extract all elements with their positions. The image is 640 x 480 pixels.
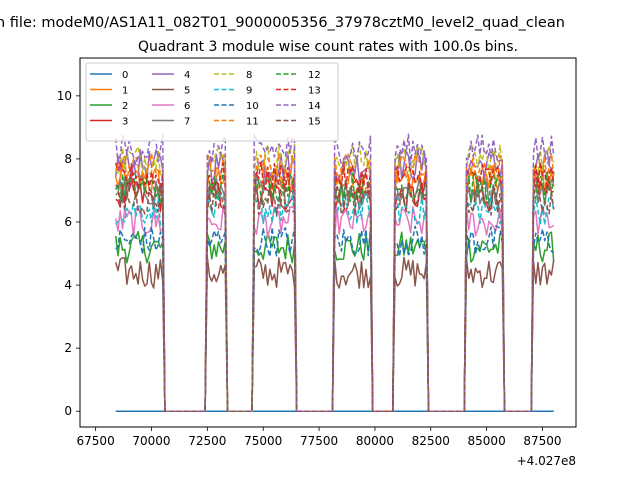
series-line-15 [115, 183, 555, 412]
y-tick-label: 8 [64, 152, 72, 166]
legend-label-8: 8 [246, 70, 252, 81]
x-tick-label: 87500 [523, 434, 561, 448]
legend-label-12: 12 [308, 70, 321, 81]
x-tick-label: 75000 [244, 434, 282, 448]
y-tick-label: 2 [64, 341, 72, 355]
legend-label-0: 0 [122, 70, 128, 81]
legend-label-7: 7 [184, 117, 190, 128]
y-tick-label: 6 [64, 215, 72, 229]
legend-label-3: 3 [122, 117, 128, 128]
legend-label-10: 10 [246, 101, 259, 112]
legend-label-13: 13 [308, 86, 321, 97]
x-axis-offset-text: +4.027e8 [517, 454, 576, 468]
legend-label-14: 14 [308, 101, 321, 112]
legend-label-4: 4 [184, 70, 190, 81]
x-tick-label: 80000 [356, 434, 394, 448]
x-tick-label: 85000 [468, 434, 506, 448]
plot-lines [114, 133, 555, 412]
y-axis: 0 2 4 6 8 10 [57, 89, 80, 418]
legend-label-1: 1 [122, 86, 128, 97]
axes-frame [79, 57, 577, 428]
y-tick-label: 10 [57, 89, 72, 103]
x-axis: 67500 70000 72500 75000 77500 80000 82500 85000… [77, 427, 562, 448]
legend-label-2: 2 [122, 101, 128, 112]
x-tick-label: 67500 [77, 434, 115, 448]
x-tick-label: 77500 [300, 434, 338, 448]
legend-box [85, 62, 339, 142]
y-tick-label: 0 [64, 404, 72, 418]
legend-label-11: 11 [246, 117, 259, 128]
x-tick-label: 72500 [188, 434, 226, 448]
legend-label-6: 6 [184, 101, 190, 112]
x-tick-label: 70000 [132, 434, 170, 448]
chart-title: Quadrant 3 module wise count rates with … [138, 39, 518, 55]
figure-suptitle: n file: modeM0/AS1A11_082T01_9000005356_… [0, 15, 565, 31]
legend-label-5: 5 [184, 86, 190, 97]
y-tick-label: 4 [64, 278, 72, 292]
x-tick-label: 82500 [412, 434, 450, 448]
legend-label-9: 9 [246, 86, 252, 97]
legend-label-15: 15 [308, 117, 321, 128]
